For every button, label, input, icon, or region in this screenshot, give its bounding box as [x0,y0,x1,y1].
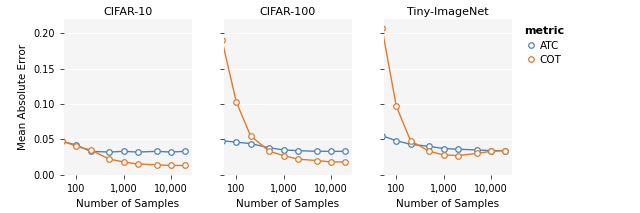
COT [181,164,189,167]
ATC [294,149,301,152]
COT [378,27,386,30]
ATC [378,135,386,137]
Line: ATC: ATC [220,138,348,154]
ATC [58,140,66,143]
ATC [406,143,414,145]
COT [313,159,321,162]
COT [294,158,301,160]
ATC [86,150,94,153]
COT [454,154,461,157]
ATC [72,144,80,146]
COT [232,101,240,103]
Title: CIFAR-10: CIFAR-10 [104,7,152,17]
ATC [426,145,433,148]
Line: COT: COT [220,38,348,165]
COT [392,105,400,107]
ATC [454,148,461,151]
ATC [120,150,127,153]
Line: ATC: ATC [380,133,508,153]
COT [341,161,349,163]
COT [327,161,335,163]
X-axis label: Number of Samples: Number of Samples [396,199,500,209]
Line: COT: COT [380,26,508,158]
ATC [167,151,175,153]
ATC [313,150,321,153]
Title: CIFAR-100: CIFAR-100 [260,7,316,17]
ATC [134,151,141,153]
COT [246,135,254,137]
COT [473,152,481,155]
ATC [246,142,254,145]
Y-axis label: Mean Absolute Error: Mean Absolute Error [18,44,28,150]
Legend: ATC, COT: ATC, COT [520,22,569,69]
Line: ATC: ATC [60,139,188,155]
COT [86,149,94,151]
ATC [440,147,447,150]
ATC [487,149,495,152]
COT [134,163,141,165]
X-axis label: Number of Samples: Number of Samples [236,199,340,209]
ATC [181,150,189,153]
ATC [153,150,161,153]
ATC [280,149,287,151]
COT [440,154,447,156]
ATC [218,140,226,142]
COT [426,150,433,153]
COT [218,39,226,42]
ATC [341,150,349,153]
X-axis label: Number of Samples: Number of Samples [76,199,180,209]
ATC [473,149,481,151]
COT [406,140,414,142]
Title: Tiny-ImageNet: Tiny-ImageNet [407,7,489,17]
COT [153,164,161,166]
COT [266,150,273,153]
COT [72,145,80,148]
COT [120,161,127,163]
COT [487,150,495,153]
COT [280,154,287,157]
ATC [232,141,240,143]
COT [501,149,509,152]
COT [106,158,113,160]
ATC [106,151,113,153]
Line: COT: COT [60,138,188,168]
ATC [266,147,273,149]
ATC [327,150,335,153]
ATC [501,149,509,152]
ATC [392,140,400,142]
COT [58,140,66,142]
COT [167,164,175,167]
